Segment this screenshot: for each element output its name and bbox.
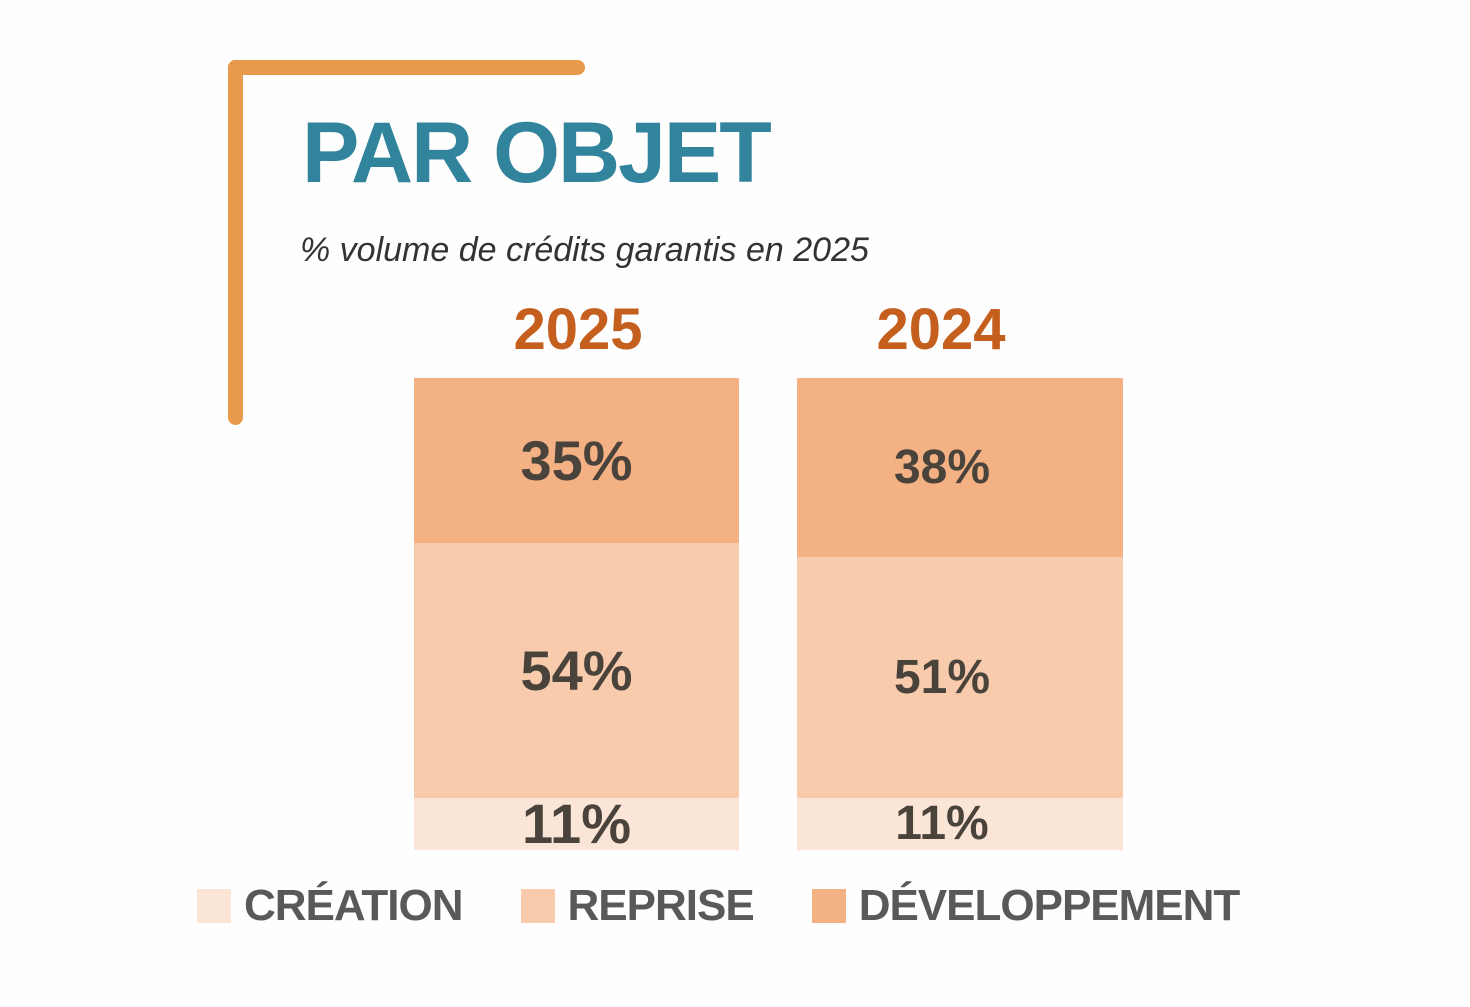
legend-item: CRÉATION bbox=[197, 881, 464, 930]
segment-value-label: 54% bbox=[520, 638, 633, 702]
bar-segment: 38% bbox=[797, 378, 1123, 558]
bar-column-2024: 38% 51% 11% bbox=[797, 378, 1123, 850]
segment-value-label: 35% bbox=[520, 428, 633, 492]
legend-item: REPRISE bbox=[520, 881, 755, 930]
bar-segment: 35% bbox=[414, 378, 739, 544]
corner-bracket-horizontal bbox=[228, 60, 585, 75]
legend-item: DÉVELOPPEMENT bbox=[811, 881, 1241, 930]
legend-swatch bbox=[520, 889, 555, 923]
legend-label: DÉVELOPPEMENT bbox=[858, 881, 1241, 930]
page-title: PAR OBJET bbox=[302, 105, 772, 201]
bar-segment: 11% bbox=[414, 792, 739, 856]
segment-value-label: 11% bbox=[522, 792, 631, 856]
year-label-2024: 2024 bbox=[876, 297, 1006, 362]
bar-segment: 11% bbox=[797, 798, 1123, 850]
legend-label: CRÉATION bbox=[244, 881, 464, 930]
page-subtitle: % volume de crédits garantis en 2025 bbox=[300, 231, 869, 269]
legend-swatch bbox=[811, 889, 846, 923]
bar-column-2025: 35% 54% 11% bbox=[414, 378, 739, 856]
bar-segment: 54% bbox=[414, 543, 739, 799]
bar-segment: 51% bbox=[797, 557, 1123, 799]
stacked-bar-chart: 35% 54% 11% 38% 51% 11% bbox=[0, 378, 1470, 856]
segment-value-label: 51% bbox=[893, 650, 991, 704]
segment-value-label: 38% bbox=[893, 440, 991, 494]
legend-swatch bbox=[197, 889, 231, 923]
legend-label: REPRISE bbox=[567, 881, 755, 930]
segment-value-label: 11% bbox=[895, 797, 989, 851]
corner-bracket-vertical bbox=[228, 60, 243, 425]
legend: CRÉATION REPRISE DÉVELOPPEMENT bbox=[197, 881, 1241, 930]
year-label-2025: 2025 bbox=[513, 297, 643, 362]
